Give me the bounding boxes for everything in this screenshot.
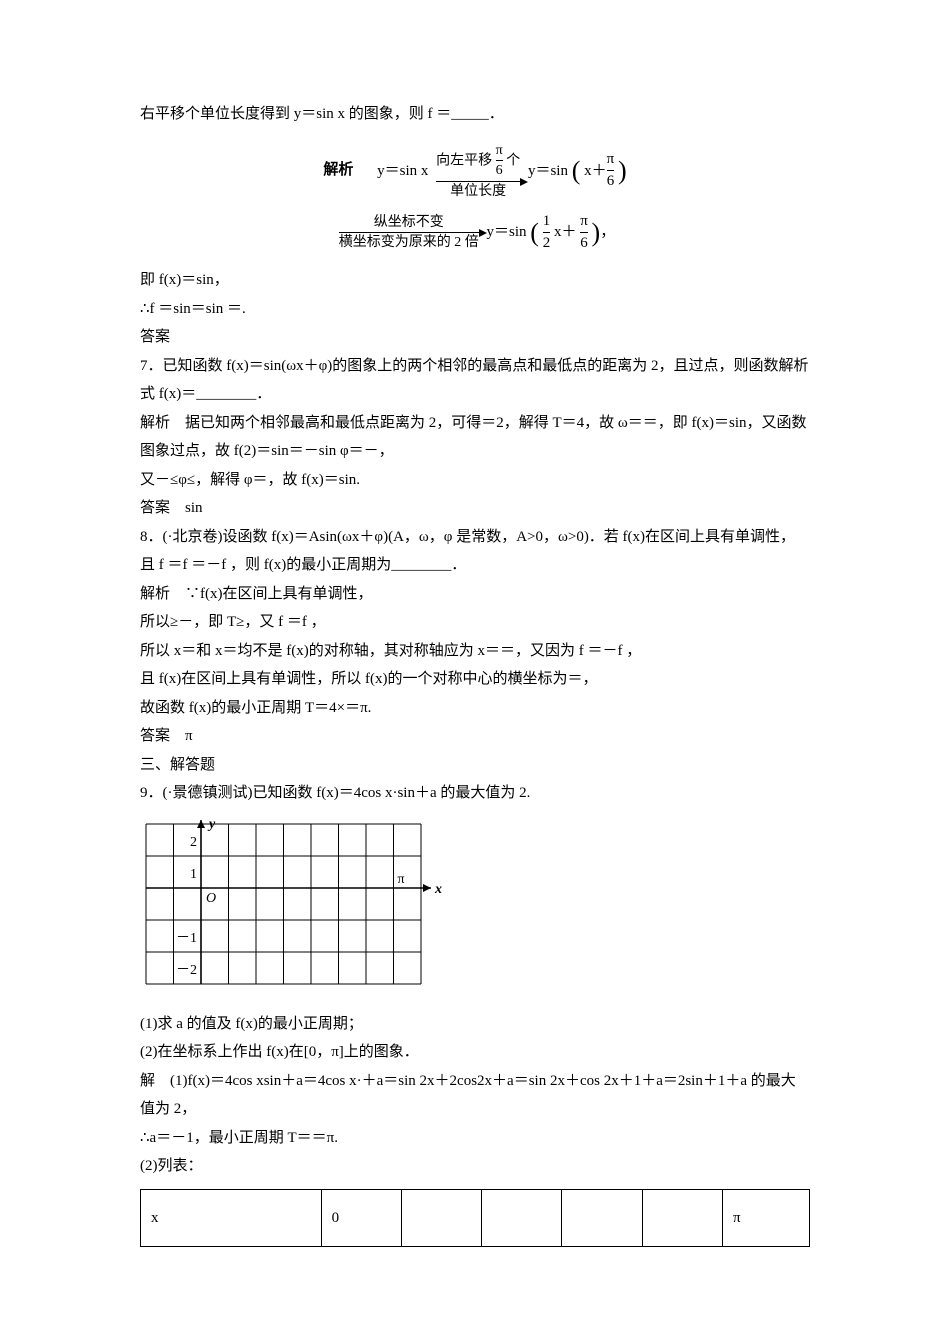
expr-left-1: y＝sin x xyxy=(377,162,428,178)
table-cell xyxy=(642,1189,722,1247)
rparen: ) xyxy=(618,158,627,184)
line-after-math-1: 即 f(x)＝sin， xyxy=(140,266,810,295)
arrow-2-bot: 横坐标变为原来的 2 倍 xyxy=(339,232,479,253)
q7-line-b: 解析 据已知两个相邻最高和最低点距离为 2，可得＝2，解得 T＝4，故 ω＝＝，… xyxy=(140,409,810,466)
table-cell: π xyxy=(722,1189,809,1247)
svg-text:2: 2 xyxy=(190,835,197,850)
svg-text:－1: －1 xyxy=(176,931,197,946)
q8-line-d: 所以 x＝和 x＝均不是 f(x)的对称轴，其对称轴应为 x＝＝，又因为 f ＝… xyxy=(140,637,810,666)
table-cell: x xyxy=(141,1189,322,1247)
frac-num: π xyxy=(607,149,615,170)
frac-den: 6 xyxy=(607,170,615,192)
q8-line-b: 解析 ∵f(x)在区间上具有单调性， xyxy=(140,580,810,609)
table-cell xyxy=(482,1189,562,1247)
math-derivation-block: 解析 y＝sin x 向左平移 π6 个 单位长度 y＝sin ( x＋π6 )… xyxy=(140,141,810,255)
q9-line-e: ∴a＝－1，最小正周期 T＝＝π. xyxy=(140,1124,810,1153)
label-analysis: 解析 xyxy=(323,161,353,178)
q8-line-g: 答案 π xyxy=(140,722,810,751)
svg-text:x: x xyxy=(434,882,442,897)
arrow-1-top-a: 向左平移 xyxy=(436,153,496,168)
section-3-heading: 三、解答题 xyxy=(140,751,810,780)
frac-den: 6 xyxy=(496,160,503,181)
data-table: x0 π xyxy=(140,1189,810,1248)
math-row-2: 纵坐标不变 横坐标变为原来的 2 倍 y＝sin ( 12 x＋ π6 )， xyxy=(140,211,810,254)
expr-mid: x＋ xyxy=(554,224,577,240)
table-cell xyxy=(562,1189,642,1247)
svg-text:－2: －2 xyxy=(176,963,197,978)
q7-line-d: 答案 sin xyxy=(140,494,810,523)
arrow-2-top: 纵坐标不变 xyxy=(339,213,479,233)
arrow-2: 纵坐标不变 横坐标变为原来的 2 倍 xyxy=(339,213,479,253)
svg-text:y: y xyxy=(207,818,216,832)
table-cell xyxy=(401,1189,481,1247)
arrow-1: 向左平移 π6 个 单位长度 xyxy=(436,141,520,202)
frac-num: π xyxy=(496,141,503,161)
q8-line-a: 8．(·北京卷)设函数 f(x)＝Asin(ωx＋φ)(A，ω，φ 是常数，A>… xyxy=(140,523,810,580)
q7-line-c: 又－≤φ≤，解得 φ＝，故 f(x)＝sin. xyxy=(140,466,810,495)
expr-right-1a: y＝sin xyxy=(528,162,568,178)
frac-den: 6 xyxy=(580,232,588,254)
expr-right-2a: y＝sin xyxy=(487,224,527,240)
lparen: ( xyxy=(572,158,581,184)
table-cell: 0 xyxy=(321,1189,401,1247)
tail-comma: ， xyxy=(600,224,615,240)
q9-line-b: (1)求 a 的值及 f(x)的最小正周期； xyxy=(140,1010,810,1039)
svg-text:O: O xyxy=(206,891,216,906)
lparen: ( xyxy=(530,220,539,246)
q9-line-f: (2)列表： xyxy=(140,1152,810,1181)
frac-num: π xyxy=(580,211,588,232)
rparen: ) xyxy=(592,220,601,246)
svg-text:π: π xyxy=(398,872,405,887)
arrow-1-top-b: 个 xyxy=(503,153,521,168)
svg-text:1: 1 xyxy=(190,867,197,882)
q7-line-a: 7．已知函数 f(x)＝sin(ωx＋φ)的图象上的两个相邻的最高点和最低点的距… xyxy=(140,352,810,409)
q8-line-f: 故函数 f(x)的最小正周期 T＝4×＝π. xyxy=(140,694,810,723)
line-after-math-3: 答案 xyxy=(140,323,810,352)
math-row-1: 解析 y＝sin x 向左平移 π6 个 单位长度 y＝sin ( x＋π6 ) xyxy=(140,141,810,202)
q9-line-a: 9．(·景德镇测试)已知函数 f(x)＝4cos x·sin＋a 的最大值为 2… xyxy=(140,779,810,808)
frac-num: 1 xyxy=(543,211,551,232)
line-top: 右平移个单位长度得到 y＝sin x 的图象，则 f ＝_____． xyxy=(140,100,810,129)
q8-line-c: 所以≥－，即 T≥，又 f ＝f ， xyxy=(140,608,810,637)
q8-line-e: 且 f(x)在区间上具有单调性，所以 f(x)的一个对称中心的横坐标为＝， xyxy=(140,665,810,694)
expr-right-inner: x＋ xyxy=(584,162,607,178)
line-after-math-2: ∴f ＝sin＝sin ＝. xyxy=(140,295,810,324)
arrow-1-bot: 单位长度 xyxy=(436,181,520,202)
q9-line-d: 解 (1)f(x)＝4cos xsin＋a＝4cos x·＋a＝sin 2x＋2… xyxy=(140,1067,810,1124)
frac-den: 2 xyxy=(543,232,551,254)
q9-line-c: (2)在坐标系上作出 f(x)在[0，π]上的图象． xyxy=(140,1038,810,1067)
coordinate-grid: 2 1 －1 －2 Oπ y x xyxy=(140,818,445,992)
